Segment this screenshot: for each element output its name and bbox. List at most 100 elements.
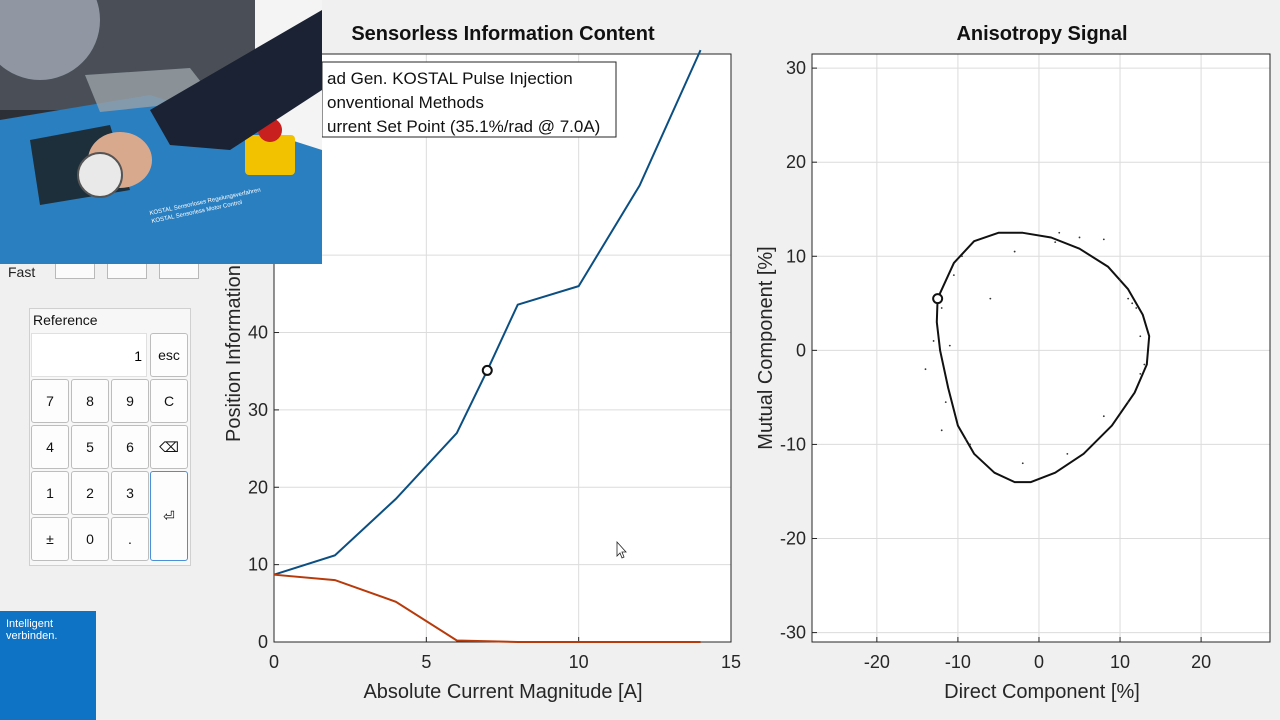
chart2-scatter-point [1013, 250, 1016, 253]
speed-button-1[interactable] [55, 262, 95, 279]
chart2-ytick-label: -30 [780, 623, 806, 643]
chart1-title: Sensorless Information Content [351, 23, 655, 45]
sensorless-information-chart: 05101501020304050 Sensorless Information… [223, 23, 741, 703]
camera-inset-photo: KOSTAL Sensorloses Regelungsverfahren KO… [0, 0, 322, 264]
key-6[interactable]: 6 [111, 425, 149, 469]
chart1-ytick-label: 40 [248, 323, 268, 343]
chart2-scatter-point [1127, 401, 1130, 403]
chart1-series-2-line [273, 573, 701, 643]
chart2-grid [812, 54, 1270, 642]
chart1-xlabel: Absolute Current Magnitude [A] [363, 681, 642, 703]
chart2-xlabel: Direct Component [%] [944, 681, 1140, 703]
chart2-xtick-label: 0 [1034, 652, 1044, 672]
chart1-legend-box [321, 61, 617, 138]
speed-button-2[interactable] [107, 262, 147, 279]
tile-text-line-1: Intelligent [6, 618, 54, 630]
chart2-scatter-point [924, 368, 927, 371]
chart1-setpoint-marker [481, 364, 493, 376]
chart1-legend: ad Gen. KOSTAL Pulse Injection onvention… [321, 61, 617, 138]
key-1[interactable]: 1 [31, 471, 69, 515]
plus-minus-key[interactable]: ± [31, 517, 69, 561]
chart2-ytick-label: 10 [786, 246, 806, 266]
chart2-ytick-label: 30 [786, 58, 806, 78]
chart2-anisotropy-curve [935, 231, 1151, 484]
chart2-scatter-point [1078, 236, 1081, 239]
mouse-cursor-icon [616, 540, 627, 559]
chart2-scatter-point [1054, 241, 1057, 244]
chart1-ytick-label: 30 [248, 400, 268, 420]
chart2-scatter-point [1143, 363, 1146, 366]
chart2-ytick-label: 0 [796, 340, 806, 360]
chart2-scatter-point [1139, 335, 1142, 338]
chart2-scatter-point [940, 307, 943, 309]
key-4[interactable]: 4 [31, 425, 69, 469]
chart2-series [924, 231, 1151, 484]
chart2-ytick-label: -20 [780, 529, 806, 549]
clear-key[interactable]: C [150, 379, 188, 423]
reference-value-display[interactable]: 1 [31, 333, 147, 377]
chart1-ylabel: Position Information [ [223, 254, 245, 442]
chart2-ticks: -20 -10 0 10 20 -30 -20 -10 0 10 20 30 [780, 58, 1211, 672]
chart2-plot-area [812, 54, 1270, 642]
chart1-ytick-label: 0 [258, 632, 268, 652]
chart2-scatter-point [969, 443, 971, 446]
key-9[interactable]: 9 [111, 379, 149, 423]
chart2-ytick-label: -10 [780, 434, 806, 454]
chart2-scatter-point [1127, 297, 1130, 300]
chart1-xtick-label: 5 [421, 652, 431, 672]
photo-rotor-disk [77, 152, 123, 198]
chart2-scatter-point [1058, 231, 1061, 234]
chart1-ytick-label: 10 [248, 555, 268, 575]
legend-entry-2: onventional Methods [327, 93, 484, 112]
brand-tile: Intelligent verbinden. [0, 611, 96, 720]
chart2-scatter-point [1139, 372, 1142, 375]
chart2-scatter-point [965, 438, 967, 441]
chart2-scatter-point [1135, 307, 1138, 309]
tile-text-line-2: verbinden. [6, 630, 58, 642]
chart2-xtick-label: -10 [945, 652, 971, 672]
decimal-key[interactable]: . [111, 517, 149, 561]
chart1-xtick-label: 10 [569, 652, 589, 672]
chart1-ytick-label: 20 [248, 477, 268, 497]
photo-yellow-box [245, 135, 295, 175]
key-8[interactable]: 8 [71, 379, 109, 423]
chart2-scatter-point [1131, 302, 1134, 305]
chart2-scatter-point [1066, 452, 1069, 455]
chart1-plot-area [274, 54, 731, 642]
chart2-scatter-point [1102, 415, 1105, 418]
chart2-ytick-label: 20 [786, 152, 806, 172]
chart2-scatter-point [989, 297, 992, 300]
chart2-scatter-point [961, 255, 963, 258]
chart2-scatter-point [944, 401, 947, 403]
speed-label: Fast [8, 264, 36, 280]
esc-key[interactable]: esc [150, 333, 188, 377]
chart2-scatter-point [1102, 238, 1105, 241]
chart2-scatter-point [940, 429, 943, 432]
chart2-scatter-point [948, 344, 951, 347]
backspace-key[interactable]: ⌫ [150, 425, 188, 469]
photo-sleeve [150, 10, 322, 150]
chart1-xtick-label: 15 [721, 652, 741, 672]
chart1-series [273, 49, 702, 643]
photo-light [0, 0, 100, 80]
key-2[interactable]: 2 [71, 471, 109, 515]
chart2-scatter-point [932, 340, 935, 342]
chart1-xtick-label: 0 [269, 652, 279, 672]
chart2-xtick-label: 10 [1110, 652, 1130, 672]
chart2-scatter-point [952, 274, 955, 276]
legend-entry-1: ad Gen. KOSTAL Pulse Injection [327, 69, 573, 88]
chart2-current-marker [932, 293, 944, 305]
key-5[interactable]: 5 [71, 425, 109, 469]
speed-button-3[interactable] [159, 262, 199, 279]
key-7[interactable]: 7 [31, 379, 69, 423]
chart2-ylabel: Mutual Component [%] [755, 246, 777, 449]
key-0[interactable]: 0 [71, 517, 109, 561]
key-3[interactable]: 3 [111, 471, 149, 515]
chart2-title: Anisotropy Signal [956, 23, 1127, 45]
reference-keypad: Reference 1 esc 7 8 9 C 4 5 6 ⌫ 1 2 3 ⏎ … [29, 308, 191, 566]
enter-key[interactable]: ⏎ [150, 471, 188, 561]
chart2-xtick-label: 20 [1191, 652, 1211, 672]
chart2-scatter-point [1119, 278, 1121, 281]
chart2-xtick-label: -20 [864, 652, 890, 672]
